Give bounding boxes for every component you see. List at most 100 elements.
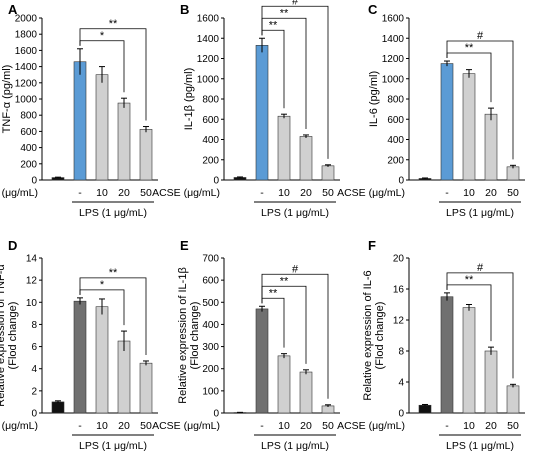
x-tick-label: 50 (322, 420, 334, 432)
y-axis-title: TNF-α (pg/ml) (1, 65, 13, 134)
panel-letter: F (368, 238, 376, 253)
x-tick-label: 20 (118, 420, 130, 432)
bar (51, 401, 65, 414)
bar (462, 73, 476, 181)
bar (440, 296, 454, 414)
x-tick-label: - (445, 420, 449, 432)
y-tick-label: 2000 (15, 14, 38, 25)
y-tick-label: 800 (202, 95, 219, 106)
bar (139, 129, 153, 181)
x-tick-label: 50 (322, 187, 334, 199)
y-tick-label: 600 (387, 115, 404, 126)
bar (95, 74, 109, 181)
x-tick-label: - (260, 420, 264, 432)
y-tick-label: 10 (26, 298, 38, 309)
significance-label: # (477, 30, 484, 42)
panel-a: A 0 200 400 600 800 1000 1200 1400 1600 1800 2000 TN… (0, 2, 158, 219)
bar (277, 115, 291, 181)
significance-label: ** (280, 275, 289, 287)
panel-d: D 0 2 4 6 8 10 12 14 Relative expression of TNF-α… (0, 238, 158, 452)
significance-label: ** (465, 274, 474, 286)
significance-label: # (292, 263, 299, 275)
significance-label: # (477, 262, 484, 274)
y-tick-label: 12 (26, 276, 38, 287)
y-tick-label: 200 (20, 159, 37, 170)
y-tick-label: 800 (20, 111, 37, 122)
y-tick-label: 200 (202, 155, 219, 166)
y-tick-label: 1200 (197, 54, 220, 65)
y-tick-label: 600 (20, 127, 37, 138)
panel-letter: C (368, 2, 378, 17)
y-tick-label: 4 (398, 378, 404, 389)
x-tick-label: - (260, 187, 264, 199)
significance-bracket (446, 40, 514, 160)
x-tick-label: 10 (278, 187, 290, 199)
y-tick-label: 600 (202, 115, 219, 126)
y-tick-label: 1000 (382, 74, 405, 85)
group-label: LPS (1 μg/mL) (79, 207, 147, 219)
y-tick-label: 2 (31, 386, 37, 397)
y-tick-label: 400 (387, 135, 404, 146)
y-tick-label: 8 (398, 347, 404, 358)
x-axis-label: ACSE (μg/mL) (0, 420, 38, 432)
y-tick-label: 200 (202, 364, 219, 375)
bar (277, 355, 291, 414)
y-tick-label: 500 (202, 298, 219, 309)
significance-label: ** (109, 18, 118, 30)
x-axis-label: ACSE (μg/mL) (152, 420, 220, 432)
y-tick-label: 800 (387, 95, 404, 106)
bar (484, 113, 498, 181)
bar (418, 404, 432, 414)
x-tick-label: 20 (300, 187, 312, 199)
bar (73, 300, 87, 414)
panel-f: F 0 4 8 12 16 20 Relative expression of IL-6(Fl… (337, 238, 525, 452)
y-tick-label: 1000 (197, 74, 220, 85)
bar (440, 63, 454, 181)
y-tick-label: 4 (31, 364, 37, 375)
x-axis-label: ACSE (μg/mL) (0, 187, 38, 199)
y-tick-label: 700 (202, 254, 219, 265)
y-tick-label: 1400 (382, 34, 405, 45)
x-tick-label: 10 (463, 420, 475, 432)
y-tick-label: 400 (202, 135, 219, 146)
y-tick-label: 400 (20, 143, 37, 154)
y-tick-label: 100 (202, 386, 219, 397)
x-tick-label: 10 (463, 187, 475, 199)
group-label: LPS (1 μg/mL) (446, 207, 514, 219)
y-axis-title: Relative expression of IL-6(Flod change) (362, 270, 386, 400)
significance-label: ** (109, 267, 118, 279)
y-tick-label: 12 (393, 316, 405, 327)
significance-bracket (261, 5, 329, 159)
y-tick-label: 20 (393, 254, 405, 265)
bar (462, 307, 476, 414)
x-axis-label: ACSE (μg/mL) (337, 420, 405, 432)
bar (73, 61, 87, 181)
y-tick-label: 400 (202, 320, 219, 331)
panel-letter: D (8, 238, 17, 253)
y-tick-label: 1000 (15, 95, 38, 106)
panel-letter: B (180, 2, 189, 17)
significance-bracket (79, 277, 147, 355)
bar (299, 136, 313, 181)
y-axis-title: Relative expression of IL-1β(Flod change… (177, 267, 201, 404)
y-tick-label: 600 (202, 276, 219, 287)
significance-label: # (292, 0, 299, 7)
x-tick-label: 10 (96, 187, 108, 199)
y-tick-label: 300 (202, 342, 219, 353)
bar (506, 166, 520, 181)
y-tick-label: 1600 (197, 14, 220, 25)
x-tick-label: 50 (507, 420, 519, 432)
x-tick-label: 50 (140, 187, 152, 199)
significance-bracket (79, 28, 147, 121)
y-tick-label: 0 (31, 176, 37, 187)
panel-letter: A (8, 2, 18, 17)
panel-c: C 0 200 400 600 800 1000 1200 1400 1600 IL-6 (pg/m… (337, 2, 525, 219)
panel-b: B 0 200 400 600 800 1000 1200 1400 1600 IL-1β (pg/… (152, 0, 340, 219)
significance-label: ** (269, 19, 278, 31)
bar (484, 350, 498, 414)
bar (299, 371, 313, 414)
y-tick-label: 200 (387, 155, 404, 166)
significance-label: ** (269, 287, 278, 299)
x-axis-label: ACSE (μg/mL) (337, 187, 405, 199)
x-tick-label: 20 (118, 187, 130, 199)
